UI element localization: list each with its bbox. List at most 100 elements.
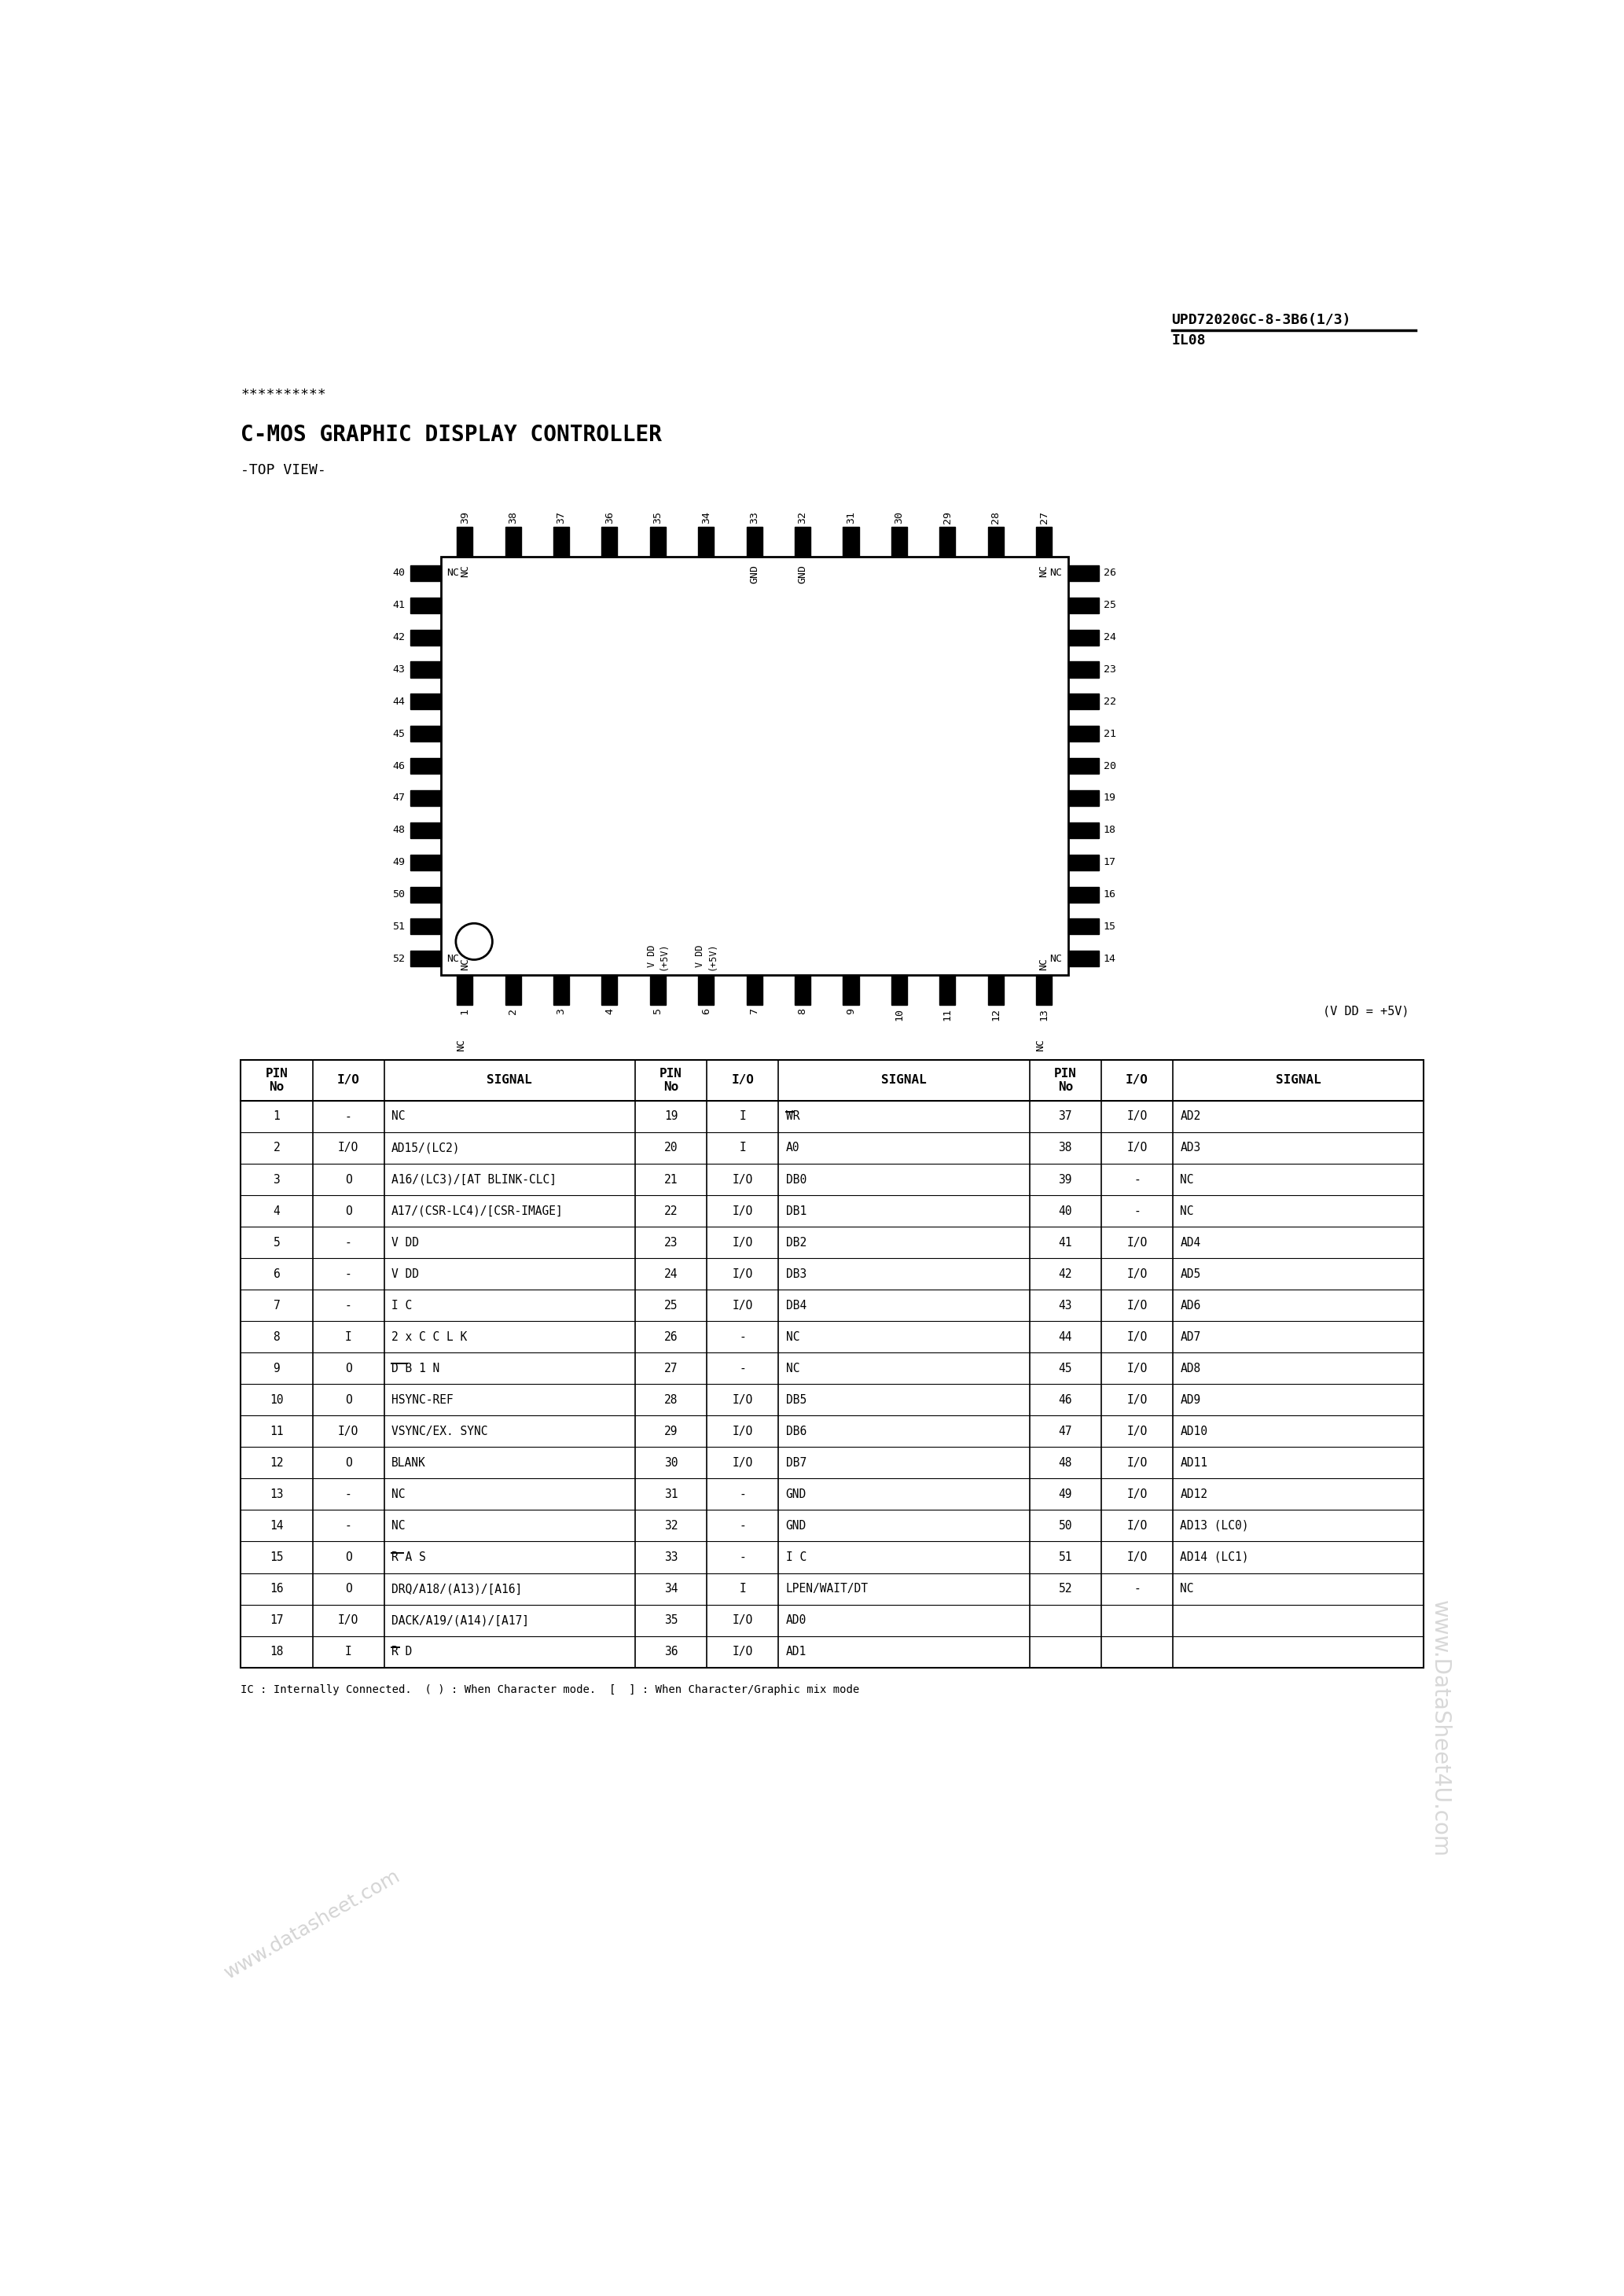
- Text: NC: NC: [1181, 1205, 1194, 1217]
- Text: I/O: I/O: [732, 1173, 754, 1185]
- Text: 9: 9: [846, 1008, 856, 1015]
- Bar: [411, 790, 440, 806]
- Bar: [505, 976, 521, 1006]
- Text: -: -: [1134, 1173, 1140, 1185]
- Text: AD12: AD12: [1181, 1488, 1208, 1499]
- Text: 29: 29: [942, 512, 953, 523]
- Text: DB3: DB3: [786, 1267, 807, 1279]
- Text: 11: 11: [270, 1426, 284, 1437]
- Bar: [601, 976, 617, 1006]
- Text: 35: 35: [664, 1614, 677, 1626]
- Text: 43: 43: [393, 664, 406, 675]
- Text: 42: 42: [1059, 1267, 1072, 1279]
- Text: 4: 4: [604, 1008, 614, 1015]
- Text: I C: I C: [391, 1300, 412, 1311]
- Text: AD3: AD3: [1181, 1141, 1200, 1155]
- Text: I/O: I/O: [731, 1075, 754, 1086]
- Text: I/O: I/O: [732, 1267, 754, 1279]
- Text: 32: 32: [664, 1520, 677, 1531]
- Bar: [1069, 565, 1098, 581]
- Text: NC: NC: [391, 1488, 406, 1499]
- Text: 28: 28: [664, 1394, 677, 1405]
- Bar: [1069, 822, 1098, 838]
- Text: -: -: [344, 1111, 352, 1123]
- Text: I/O: I/O: [1127, 1300, 1147, 1311]
- Text: -: -: [739, 1362, 745, 1375]
- Bar: [411, 854, 440, 870]
- Bar: [987, 976, 1004, 1006]
- Text: 12: 12: [270, 1458, 284, 1469]
- Text: NC: NC: [456, 1038, 466, 1052]
- Text: I: I: [739, 1111, 745, 1123]
- Text: 34: 34: [702, 512, 711, 523]
- Text: O: O: [344, 1173, 352, 1185]
- Text: 16: 16: [1103, 889, 1116, 900]
- Bar: [240, 1058, 1424, 1667]
- Text: GND: GND: [786, 1520, 807, 1531]
- Text: SIGNAL: SIGNAL: [1276, 1075, 1320, 1086]
- Text: D B 1 N: D B 1 N: [391, 1362, 440, 1375]
- Text: AD4: AD4: [1181, 1238, 1200, 1249]
- Bar: [1069, 918, 1098, 934]
- Bar: [1069, 597, 1098, 613]
- Text: 15: 15: [1103, 921, 1116, 932]
- Bar: [1036, 976, 1052, 1006]
- Text: 4: 4: [273, 1205, 279, 1217]
- Text: LPEN/WAIT/DT: LPEN/WAIT/DT: [786, 1582, 869, 1596]
- Text: I/O: I/O: [732, 1614, 754, 1626]
- Bar: [411, 565, 440, 581]
- Bar: [892, 526, 908, 558]
- Bar: [1069, 726, 1098, 742]
- Text: BLANK: BLANK: [391, 1458, 425, 1469]
- Text: 31: 31: [664, 1488, 677, 1499]
- Text: -: -: [739, 1520, 745, 1531]
- Text: 24: 24: [1103, 631, 1116, 643]
- Bar: [505, 526, 521, 558]
- Text: 35: 35: [653, 512, 663, 523]
- Text: 5: 5: [273, 1238, 279, 1249]
- Text: NC: NC: [1049, 953, 1062, 964]
- Text: 33: 33: [664, 1552, 677, 1564]
- Text: 14: 14: [1103, 953, 1116, 964]
- Bar: [411, 629, 440, 645]
- Text: AD2: AD2: [1181, 1111, 1200, 1123]
- Text: PIN
No: PIN No: [659, 1068, 682, 1093]
- Text: 26: 26: [1103, 567, 1116, 579]
- Text: 18: 18: [270, 1646, 284, 1658]
- Text: I/O: I/O: [338, 1614, 359, 1626]
- Text: 15: 15: [270, 1552, 284, 1564]
- Text: IL08: IL08: [1171, 333, 1205, 347]
- Bar: [698, 526, 715, 558]
- Bar: [601, 526, 617, 558]
- Text: 1: 1: [273, 1111, 279, 1123]
- Text: NC: NC: [786, 1362, 799, 1375]
- Text: DRQ/A18/(A13)/[A16]: DRQ/A18/(A13)/[A16]: [391, 1582, 523, 1596]
- Text: 13: 13: [270, 1488, 284, 1499]
- Text: I/O: I/O: [336, 1075, 359, 1086]
- Text: 10: 10: [895, 1008, 905, 1022]
- Text: 46: 46: [393, 760, 406, 771]
- Text: 10: 10: [270, 1394, 284, 1405]
- Text: AD8: AD8: [1181, 1362, 1200, 1375]
- Text: NC: NC: [1034, 1038, 1046, 1052]
- Text: 25: 25: [664, 1300, 677, 1311]
- Text: AD14 (LC1): AD14 (LC1): [1181, 1552, 1249, 1564]
- Text: 29: 29: [664, 1426, 677, 1437]
- Bar: [1069, 758, 1098, 774]
- Text: 38: 38: [1059, 1141, 1072, 1155]
- Text: 37: 37: [555, 512, 567, 523]
- Text: DB6: DB6: [786, 1426, 807, 1437]
- Text: I/O: I/O: [1127, 1111, 1147, 1123]
- Text: GND: GND: [749, 565, 760, 583]
- Text: 3: 3: [555, 1008, 567, 1015]
- Text: -: -: [344, 1488, 352, 1499]
- Text: O: O: [344, 1458, 352, 1469]
- Text: NC: NC: [1039, 565, 1049, 576]
- Text: V DD: V DD: [391, 1267, 419, 1279]
- Text: 48: 48: [393, 824, 406, 836]
- Bar: [456, 526, 473, 558]
- Text: 19: 19: [1103, 792, 1116, 804]
- Bar: [411, 693, 440, 709]
- Bar: [1069, 693, 1098, 709]
- Text: 31: 31: [846, 512, 856, 523]
